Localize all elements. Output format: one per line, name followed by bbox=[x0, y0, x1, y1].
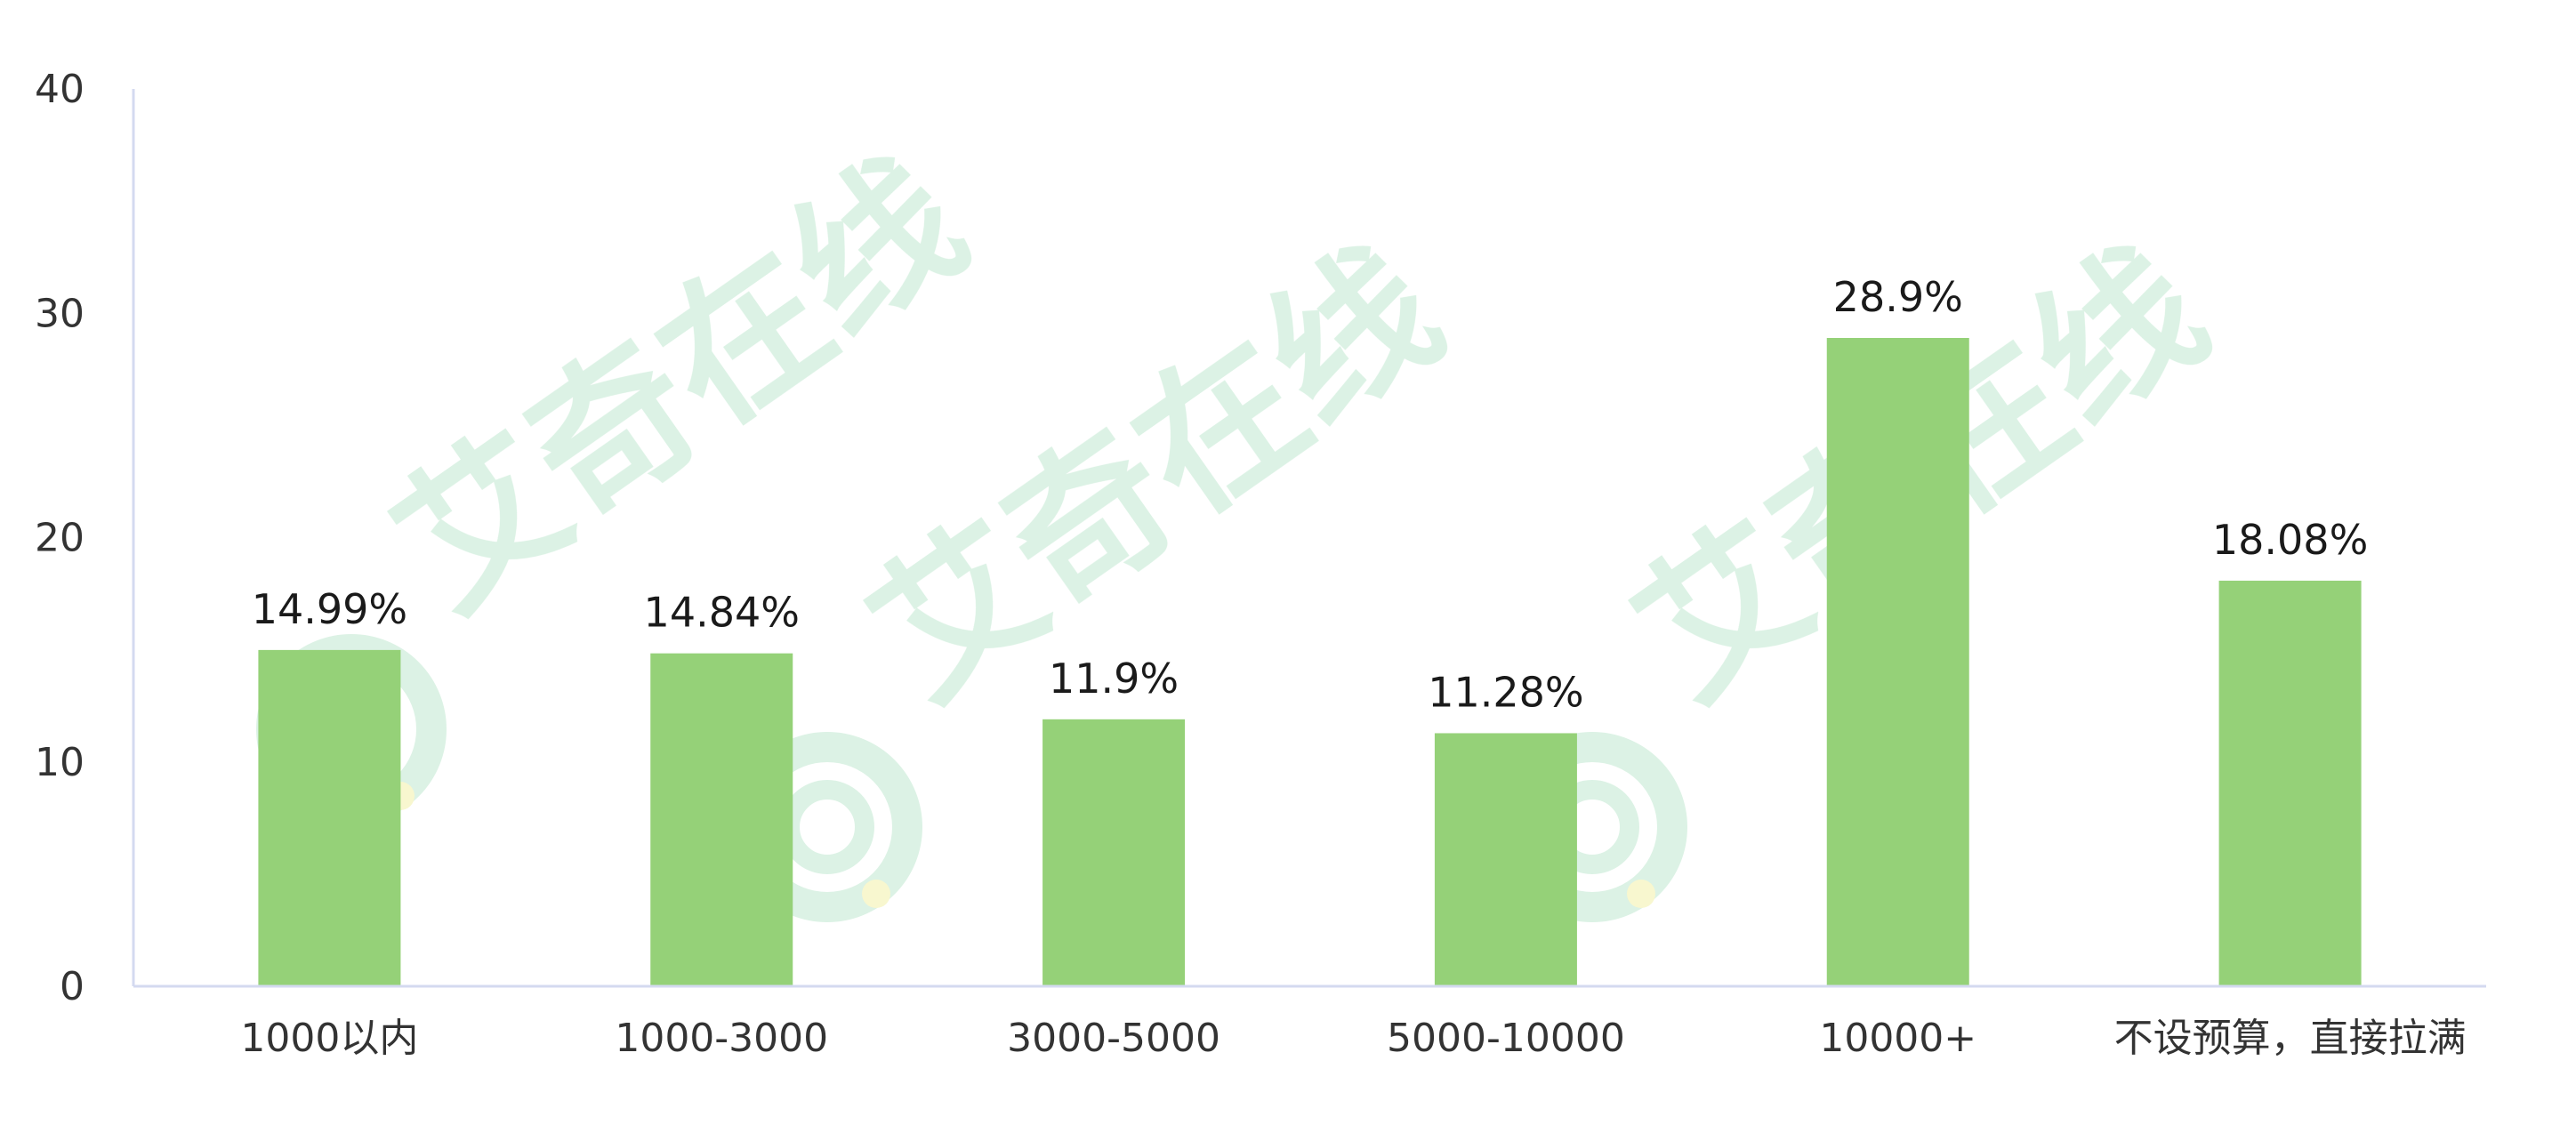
x-tick-label: 1000-3000 bbox=[615, 1016, 828, 1061]
bar bbox=[2218, 580, 2362, 986]
bars-group bbox=[258, 337, 2362, 986]
y-tick-labels: 0 10 20 30 40 bbox=[35, 67, 85, 1009]
bar bbox=[650, 653, 793, 986]
x-tick-label: 3000-5000 bbox=[1007, 1016, 1220, 1061]
x-tick-label: 1000以内 bbox=[240, 1016, 418, 1061]
bar bbox=[1826, 337, 1969, 986]
watermark-dot-icon bbox=[1627, 880, 1655, 908]
bar-value-label: 18.08% bbox=[2212, 516, 2368, 564]
x-tick-label: 10000+ bbox=[1819, 1016, 1976, 1061]
bar bbox=[1434, 733, 1577, 986]
bar-value-label: 11.28% bbox=[1428, 668, 1583, 716]
bar-value-label: 14.84% bbox=[644, 589, 800, 637]
bar bbox=[258, 649, 401, 986]
bar bbox=[1042, 719, 1186, 986]
watermark-ring-inner-icon bbox=[780, 780, 874, 874]
y-tick-label: 20 bbox=[35, 516, 85, 561]
y-tick-label: 30 bbox=[35, 291, 85, 336]
bar-value-label: 14.99% bbox=[252, 585, 407, 633]
data-labels: 14.99% 14.84% 11.9% 11.28% 28.9% 18.08% bbox=[252, 273, 2369, 716]
y-tick-label: 10 bbox=[35, 740, 85, 785]
bar-value-label: 28.9% bbox=[1833, 273, 1963, 321]
bar-value-label: 11.9% bbox=[1049, 655, 1179, 703]
y-tick-label: 40 bbox=[35, 67, 85, 112]
watermark-dot-icon bbox=[862, 880, 890, 908]
x-tick-label: 不设预算，直接拉满 bbox=[2114, 1016, 2467, 1061]
axes bbox=[132, 89, 2486, 988]
x-tick-labels: 1000以内 1000-3000 3000-5000 5000-10000 10000+… bbox=[240, 1016, 2466, 1061]
x-tick-label: 5000-10000 bbox=[1387, 1016, 1625, 1061]
y-tick-label: 0 bbox=[60, 964, 85, 1009]
